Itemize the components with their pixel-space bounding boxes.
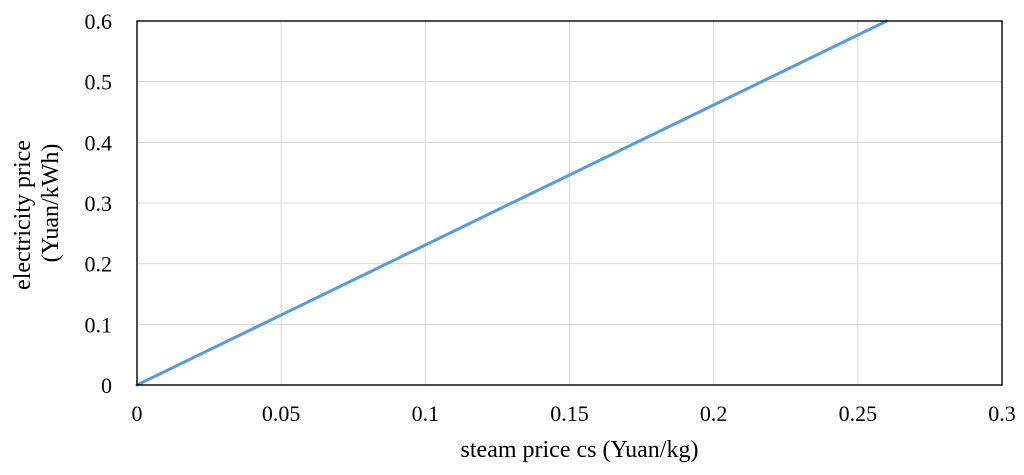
plot-frame [136,20,1003,386]
x-tick-label: 0.05 [262,401,301,426]
y-axis-title-line-1: electricity price [10,140,36,290]
x-tick-labels: 0 0.05 0.1 0.15 0.2 0.25 0.3 [132,401,1016,426]
y-tick-labels: 0 0.1 0.2 0.3 0.4 0.5 0.6 [85,9,113,398]
y-tick-label: 0.6 [85,9,113,34]
series-line-0 [135,19,889,387]
gridlines [136,20,1003,386]
x-tick-label: 0 [132,401,143,426]
x-tick-label: 0.3 [988,401,1016,426]
y-tick-label: 0 [101,373,112,398]
y-tick-label: 0.3 [85,191,113,216]
x-axis-title: steam price cs (Yuan/kg) [461,437,699,463]
y-tick-label: 0.4 [85,130,113,155]
y-axis-title: electricity price (Yuan/kWh) [10,140,64,290]
x-tick-label: 0.15 [550,401,589,426]
series-layer [135,19,889,387]
y-tick-label: 0.5 [85,70,113,95]
x-tick-label: 0.1 [412,401,440,426]
x-tick-label: 0.25 [839,401,878,426]
y-tick-label: 0.2 [85,252,113,277]
y-tick-label: 0.1 [85,312,113,337]
x-tick-label: 0.2 [700,401,728,426]
y-axis-title-line-2: (Yuan/kWh) [38,144,64,263]
